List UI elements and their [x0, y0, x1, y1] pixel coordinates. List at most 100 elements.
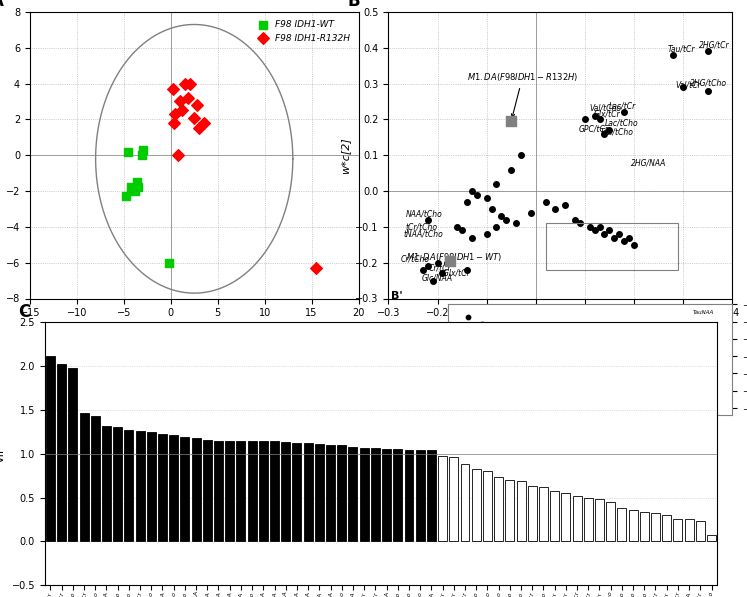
F98 IDH1-WT	[137, 145, 149, 155]
Bar	[606, 502, 615, 541]
Text: GSH/NAA: GSH/NAA	[653, 333, 678, 337]
Text: TauNAA: TauNAA	[692, 310, 713, 315]
X-axis label: w*c[1]: w*c[1]	[542, 324, 579, 334]
F98 IDH1-WT	[163, 258, 175, 267]
Text: Val/tCho: Val/tCho	[589, 104, 622, 113]
Text: GPC/NAA: GPC/NAA	[616, 368, 641, 373]
F98 IDH1-WT	[125, 183, 137, 192]
F98 IDH1-R132H	[174, 97, 186, 106]
Text: Glx/tCr: Glx/tCr	[444, 268, 472, 277]
Text: GlxNAA: GlxNAA	[633, 371, 654, 376]
Bar	[57, 364, 66, 541]
Text: Cr/tCr: Cr/tCr	[429, 264, 451, 273]
Text: Cr/tCho: Cr/tCho	[400, 254, 430, 263]
Point	[564, 347, 576, 356]
Bar	[360, 448, 369, 541]
Text: NAAG/NAA: NAAG/NAA	[551, 359, 580, 364]
F98 IDH1-R132H	[170, 109, 182, 119]
Bar	[180, 437, 189, 541]
Bar	[303, 443, 312, 541]
Point	[598, 229, 610, 239]
F98 IDH1-WT	[131, 177, 143, 187]
Bar	[695, 521, 704, 541]
Bar	[258, 441, 267, 541]
Text: Tau/tCr: Tau/tCr	[667, 44, 695, 53]
Text: Lac/tCr: Lac/tCr	[608, 101, 636, 110]
Point	[513, 329, 525, 338]
Bar	[247, 441, 257, 541]
Bar	[651, 513, 660, 541]
Text: Lac/tCho: Lac/tCho	[604, 118, 638, 127]
Text: 2HG/tCr: 2HG/tCr	[698, 41, 729, 50]
Point	[549, 204, 561, 214]
Bar	[427, 450, 436, 541]
Bar	[449, 457, 458, 541]
Bar	[495, 478, 503, 541]
Point	[480, 229, 492, 239]
Y-axis label: w*c[2]: w*c[2]	[340, 137, 350, 174]
Point	[592, 356, 604, 366]
Point	[584, 353, 596, 363]
Text: 2HG/tCho: 2HG/tCho	[690, 78, 728, 87]
Point	[495, 211, 507, 221]
Text: tCr/tCho: tCr/tCho	[406, 222, 438, 231]
Point	[422, 261, 434, 271]
Point	[701, 86, 713, 96]
Text: B: B	[347, 0, 360, 10]
Text: Ala/NAA: Ala/NAA	[590, 375, 613, 380]
Point	[576, 352, 588, 361]
Point	[556, 343, 568, 352]
Point	[594, 115, 606, 124]
F98 IDH1-R132H	[179, 79, 190, 88]
Point	[613, 229, 625, 239]
Point	[667, 50, 679, 60]
Point	[417, 265, 429, 275]
Point	[510, 219, 522, 228]
Text: $M1.DA(F98 IDH1-R132H)$: $M1.DA(F98 IDH1-R132H)$	[467, 71, 578, 117]
Point	[422, 215, 434, 224]
Text: ICr/NAA: ICr/NAA	[505, 368, 526, 373]
Point	[678, 378, 689, 387]
Bar	[516, 481, 525, 541]
F98 IDH1-WT	[123, 147, 134, 156]
Text: m-Ins/NAA: m-Ins/NAA	[644, 337, 673, 341]
Point	[604, 125, 616, 135]
Point	[461, 197, 473, 207]
Bar	[337, 445, 346, 541]
Bar	[393, 450, 402, 541]
Bar	[135, 431, 144, 541]
Bar	[438, 456, 447, 541]
Point	[505, 116, 517, 126]
Point	[627, 367, 639, 377]
Point	[436, 269, 448, 278]
Bar	[292, 443, 301, 541]
Point	[466, 233, 478, 242]
F98 IDH1-R132H	[198, 118, 210, 128]
Point	[493, 324, 505, 333]
Point	[677, 82, 689, 92]
Text: Tau/tCho: Tau/tCho	[600, 127, 633, 136]
Bar	[79, 413, 88, 541]
Text: tNAA/tCho: tNAA/tCho	[403, 229, 443, 238]
Bar	[158, 435, 167, 541]
Point	[569, 215, 581, 224]
Point	[550, 340, 562, 349]
Bar	[124, 430, 133, 541]
Point	[462, 312, 474, 322]
Text: NAA/tCho: NAA/tCho	[406, 210, 442, 219]
Point	[618, 107, 630, 117]
F98 IDH1-R132H	[191, 100, 203, 110]
Point	[525, 208, 537, 217]
Text: Gln/NAA: Gln/NAA	[630, 357, 653, 362]
Bar	[405, 450, 413, 541]
Bar	[315, 444, 324, 541]
Point	[589, 226, 601, 235]
Point	[533, 334, 545, 344]
F98 IDH1-R132H	[182, 93, 193, 103]
Point	[628, 240, 640, 250]
Point	[432, 258, 444, 267]
Bar	[584, 497, 592, 541]
Point	[441, 258, 453, 267]
F98 IDH1-R132H	[188, 113, 200, 122]
Point	[583, 222, 595, 232]
